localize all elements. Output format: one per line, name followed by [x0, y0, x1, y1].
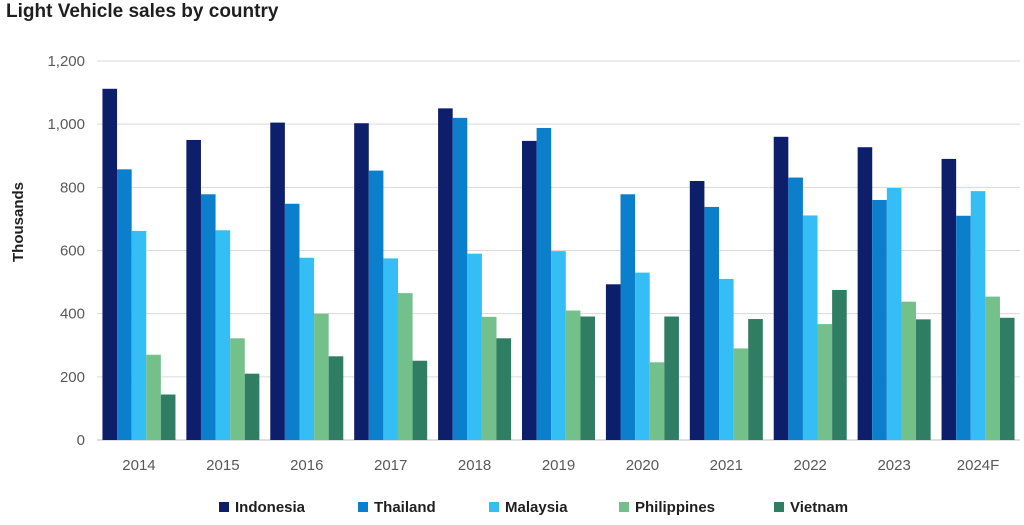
legend-swatch — [774, 502, 784, 512]
bar — [788, 177, 803, 441]
bar — [215, 230, 231, 440]
bar — [452, 117, 468, 440]
bar — [886, 187, 902, 440]
y-tick-label: 600 — [60, 243, 85, 260]
bar — [354, 123, 369, 440]
y-tick-label: 1,000 — [47, 116, 85, 133]
bar — [956, 215, 971, 440]
bar — [664, 316, 679, 440]
bar — [186, 139, 201, 441]
y-tick-label: 400 — [60, 306, 85, 323]
legend-label: Thailand — [374, 499, 436, 516]
bar — [467, 253, 482, 440]
legend-label: Philippines — [635, 499, 715, 516]
y-tick-label: 800 — [60, 179, 85, 196]
bar — [719, 278, 734, 440]
bar — [244, 373, 260, 440]
bar — [551, 251, 566, 440]
bar — [438, 108, 453, 440]
bar — [397, 293, 413, 440]
bar — [773, 136, 789, 441]
bar — [635, 272, 650, 440]
x-tick-label: 2022 — [794, 457, 827, 474]
bar — [160, 394, 176, 440]
bar — [802, 215, 818, 440]
x-tick-label: 2020 — [626, 457, 659, 474]
bar — [985, 296, 1000, 440]
legend-label: Malaysia — [505, 499, 568, 516]
bar — [481, 316, 497, 440]
bar — [102, 88, 118, 440]
y-axis-title: Thousands — [10, 182, 27, 262]
x-tick-label: 2016 — [290, 457, 323, 474]
legend-swatch — [619, 502, 629, 512]
legend-swatch — [358, 502, 368, 512]
legend-swatch — [219, 502, 229, 512]
bar — [412, 360, 428, 440]
bar — [999, 317, 1015, 440]
y-tick-label: 200 — [60, 369, 85, 386]
bar — [872, 199, 887, 440]
bar — [270, 122, 285, 441]
bar — [496, 338, 512, 440]
bar — [368, 170, 384, 440]
legend-label: Vietnam — [790, 499, 848, 516]
bar — [748, 319, 763, 440]
x-tick-label: 2021 — [710, 457, 743, 474]
bar — [284, 203, 300, 440]
legend-swatch — [489, 502, 499, 512]
bar — [299, 257, 315, 440]
bar — [970, 191, 986, 440]
bar — [536, 127, 552, 440]
bar — [605, 284, 621, 440]
bar — [580, 316, 595, 440]
bar — [314, 313, 329, 440]
bar — [146, 354, 161, 440]
bar — [733, 348, 749, 440]
bar — [689, 181, 705, 440]
legend-label: Indonesia — [235, 499, 306, 516]
bar — [857, 147, 873, 440]
bar — [620, 194, 636, 440]
bar — [200, 194, 216, 440]
bar — [704, 206, 720, 440]
x-tick-label: 2015 — [206, 457, 239, 474]
x-tick-label: 2014 — [122, 457, 155, 474]
x-tick-label: 2019 — [542, 457, 575, 474]
bar — [901, 301, 917, 440]
y-tick-label: 1,200 — [47, 53, 85, 70]
bar — [383, 258, 398, 440]
y-tick-label: 0 — [77, 432, 85, 449]
bar — [328, 356, 344, 440]
x-tick-label: 2024F — [957, 457, 1000, 474]
x-tick-label: 2018 — [458, 457, 491, 474]
bar — [832, 289, 847, 440]
x-tick-label: 2017 — [374, 457, 407, 474]
bar — [941, 158, 957, 441]
chart-title: Light Vehicle sales by country — [6, 1, 279, 22]
bar — [522, 140, 537, 441]
bar — [916, 319, 931, 440]
bar — [565, 310, 581, 440]
bar — [131, 230, 147, 440]
bar — [649, 362, 665, 440]
bar — [117, 169, 132, 441]
bar — [230, 338, 245, 440]
bar — [817, 324, 833, 440]
x-tick-label: 2023 — [877, 457, 910, 474]
